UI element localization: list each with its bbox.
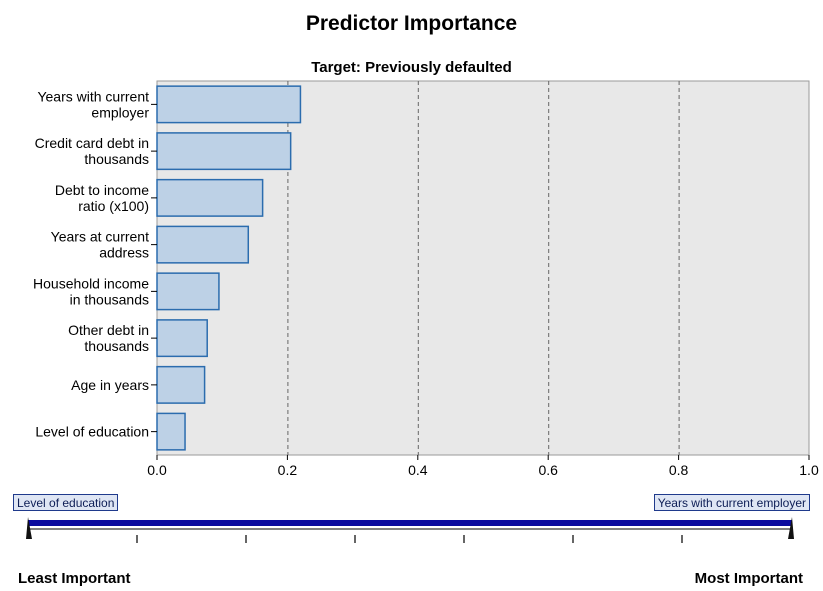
category-label: Level of education (35, 424, 149, 440)
category-label: Household income (33, 275, 149, 291)
category-label: Years with current (37, 88, 149, 104)
category-label: employer (91, 104, 149, 120)
category-label: Debt to income (55, 182, 149, 198)
most-important-label: Years with current employer (653, 494, 810, 511)
bar (156, 85, 302, 124)
x-tick-label: 0.2 (278, 462, 298, 478)
bar (156, 132, 292, 171)
x-tick-label: 1.0 (799, 462, 819, 478)
category-label: Credit card debt in (35, 135, 149, 151)
x-tick-label: 0.0 (147, 462, 167, 478)
x-tick-label: 0.4 (408, 462, 428, 478)
chart-subtitle: Target: Previously defaulted (311, 59, 512, 76)
least-important-label: Level of education (13, 494, 119, 511)
category-label: thousands (84, 338, 149, 354)
category-label: ratio (x100) (78, 198, 149, 214)
category-label: Other debt in (68, 322, 149, 338)
category-label: address (99, 245, 149, 261)
most-important-caption: Most Important (694, 570, 803, 587)
category-label: Age in years (71, 377, 149, 393)
least-important-caption: Least Important (18, 570, 131, 587)
bar (156, 178, 264, 217)
bar (156, 272, 220, 311)
bar (156, 412, 186, 451)
category-label: thousands (84, 151, 149, 167)
category-label: Years at current (51, 229, 149, 245)
chart-title: Predictor Importance (305, 12, 518, 35)
least-handle (26, 517, 32, 539)
x-tick-label: 0.6 (538, 462, 558, 478)
x-tick-label: 0.8 (669, 462, 689, 478)
importance-track (28, 520, 792, 526)
bar (156, 319, 208, 358)
category-label: in thousands (70, 291, 149, 307)
most-handle (788, 517, 794, 539)
bar (156, 225, 250, 264)
bar (156, 365, 206, 404)
